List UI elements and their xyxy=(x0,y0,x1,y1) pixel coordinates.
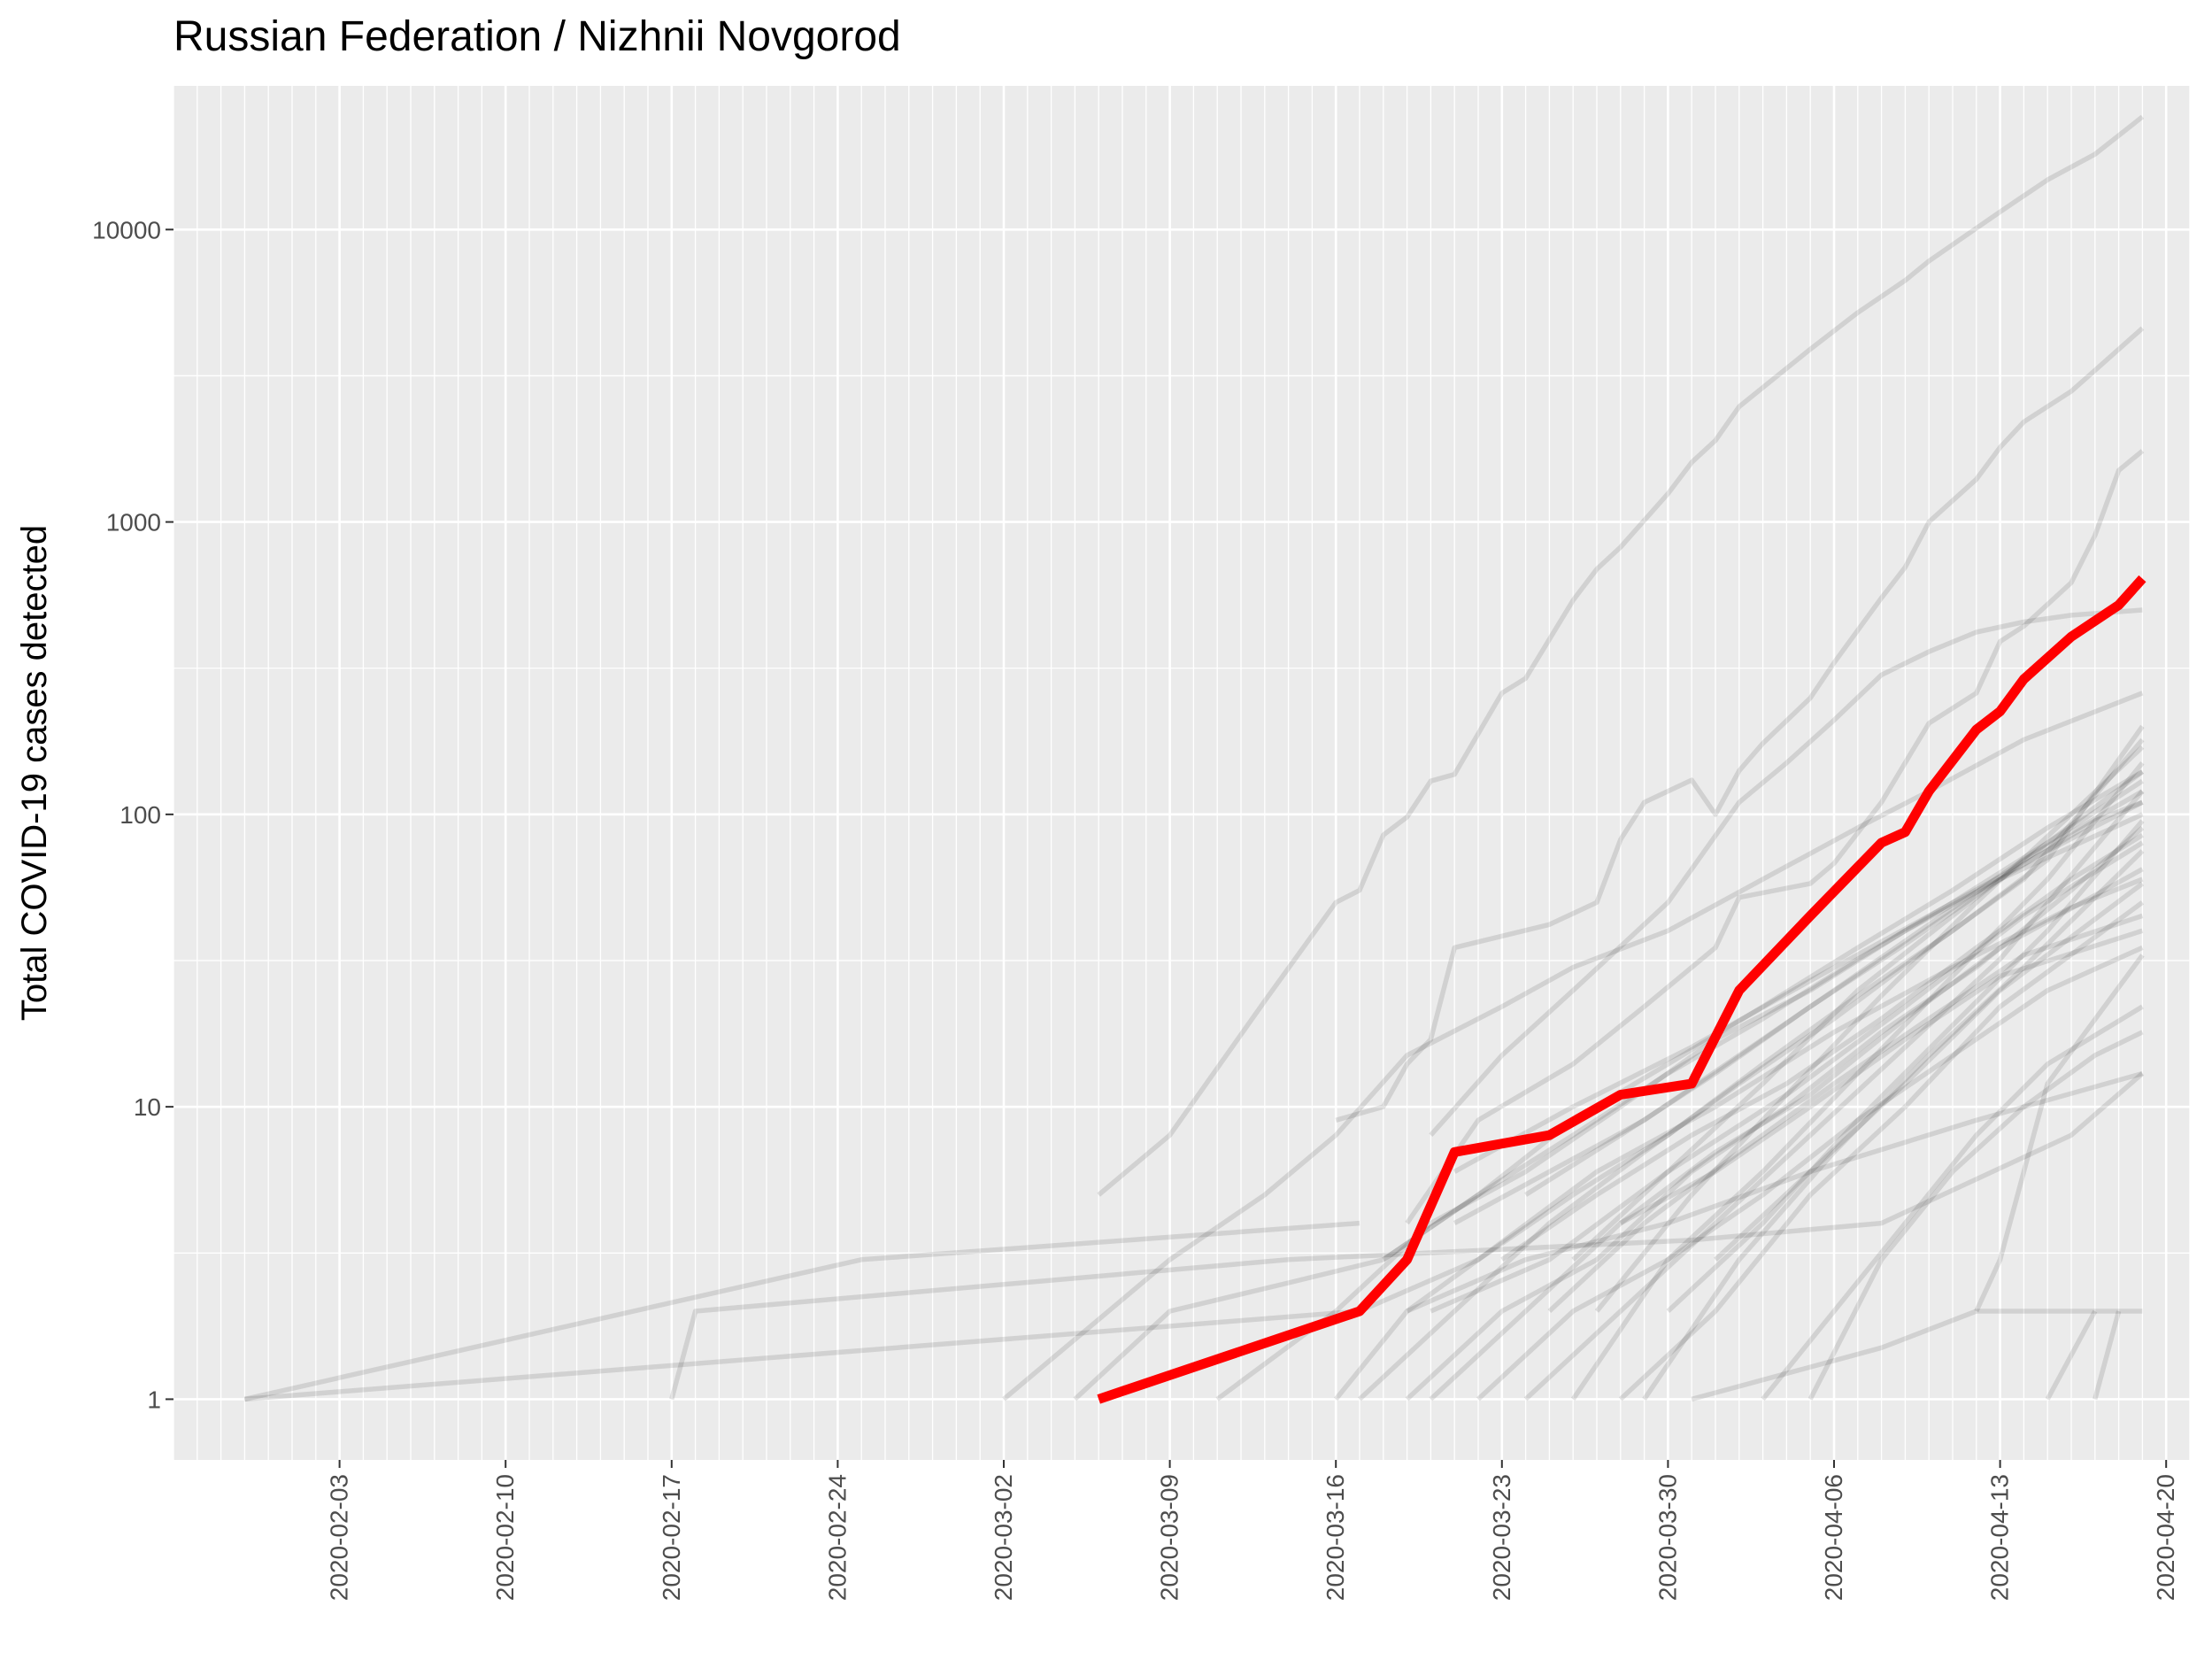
background-series-line-15 xyxy=(1523,789,2145,1401)
background-series-line-25 xyxy=(1358,876,2144,1314)
background-series-line-27 xyxy=(1594,745,2145,1313)
highlight-series-line xyxy=(1097,575,2146,1404)
background-series-line-4 xyxy=(243,1220,1360,1402)
y-tick-label: 1 xyxy=(147,1386,161,1413)
y-tick-label: 100 xyxy=(119,801,161,829)
background-series-line-10 xyxy=(1334,724,2145,1401)
background-series-line-38 xyxy=(2045,1309,2098,1401)
background-series-line-1 xyxy=(1335,326,2145,1123)
background-series-line-2 xyxy=(1405,449,2145,1225)
x-tick-label: 2020-03-23 xyxy=(1488,1474,1515,1601)
background-series-line-13 xyxy=(1429,867,2144,1401)
background-series-line-36 xyxy=(1974,954,2145,1313)
background-series-line-19 xyxy=(1691,1309,2143,1402)
background-series-line-11 xyxy=(1358,737,2145,1401)
background-series-line-17 xyxy=(1618,900,2145,1401)
background-series-line-12 xyxy=(1405,825,2145,1401)
x-tick-label: 2020-03-16 xyxy=(1322,1474,1349,1601)
background-series-line-21 xyxy=(1807,1030,2144,1401)
x-axis: 2020-02-03 2020-02-10 2020-02-17 2020-02-24… xyxy=(326,1460,2179,1601)
x-tick-label: 2020-04-13 xyxy=(1986,1474,2014,1601)
highlight-series-group xyxy=(1097,575,2146,1404)
background-series-line-16 xyxy=(1570,761,2145,1401)
background-series-line-35 xyxy=(1430,840,2144,1314)
x-tick-label: 2020-04-20 xyxy=(2152,1474,2179,1601)
y-tick-label: 10000 xyxy=(92,216,161,243)
background-series-line-23 xyxy=(1382,778,2144,1262)
background-series-line-6 xyxy=(669,1071,2145,1401)
x-tick-label: 2020-02-17 xyxy=(658,1474,685,1601)
background-series-line-37 xyxy=(2093,1310,2122,1401)
x-tick-label: 2020-02-24 xyxy=(823,1474,851,1601)
background-series-line-28 xyxy=(1666,819,2145,1314)
background-series-line-26 xyxy=(1547,913,2144,1314)
background-series-line-33 xyxy=(1406,1070,2144,1314)
plot-panel xyxy=(173,86,2190,1460)
background-series-line-0 xyxy=(1097,114,2145,1197)
background-series-line-32 xyxy=(1619,928,2144,1226)
y-axis-label: Total COVID-19 cases detected xyxy=(15,525,54,1021)
y-tick-label: 1000 xyxy=(106,509,161,537)
y-axis: 1 10 100 1000 10000 xyxy=(92,216,173,1413)
major-gridlines xyxy=(173,86,2190,1460)
background-series-line-20 xyxy=(1761,1004,2144,1401)
background-series-line-14 xyxy=(1476,945,2144,1401)
x-tick-label: 2020-02-03 xyxy=(326,1474,353,1601)
background-series-group xyxy=(243,114,2145,1402)
background-series-line-18 xyxy=(1642,849,2145,1401)
background-series-line-29 xyxy=(1714,881,2145,1262)
x-tick-label: 2020-03-09 xyxy=(1156,1474,1183,1601)
background-series-line-30 xyxy=(1453,799,2144,1174)
background-series-line-34 xyxy=(1571,769,2145,1262)
background-series-line-31 xyxy=(1524,812,2144,1197)
background-series-line-3 xyxy=(1429,607,2143,1138)
background-series-line-22 xyxy=(1453,789,2144,1226)
x-tick-label: 2020-03-02 xyxy=(990,1474,1017,1601)
chart-title: Russian Federation / Nizhnii Novgorod xyxy=(173,13,901,60)
x-tick-label: 2020-04-06 xyxy=(1820,1474,1847,1601)
y-tick-label: 10 xyxy=(134,1093,161,1121)
background-series-line-5 xyxy=(244,1309,1360,1402)
background-series-line-24 xyxy=(1500,832,2144,1262)
x-tick-label: 2020-02-10 xyxy=(491,1474,519,1601)
x-tick-label: 2020-03-30 xyxy=(1653,1474,1681,1601)
